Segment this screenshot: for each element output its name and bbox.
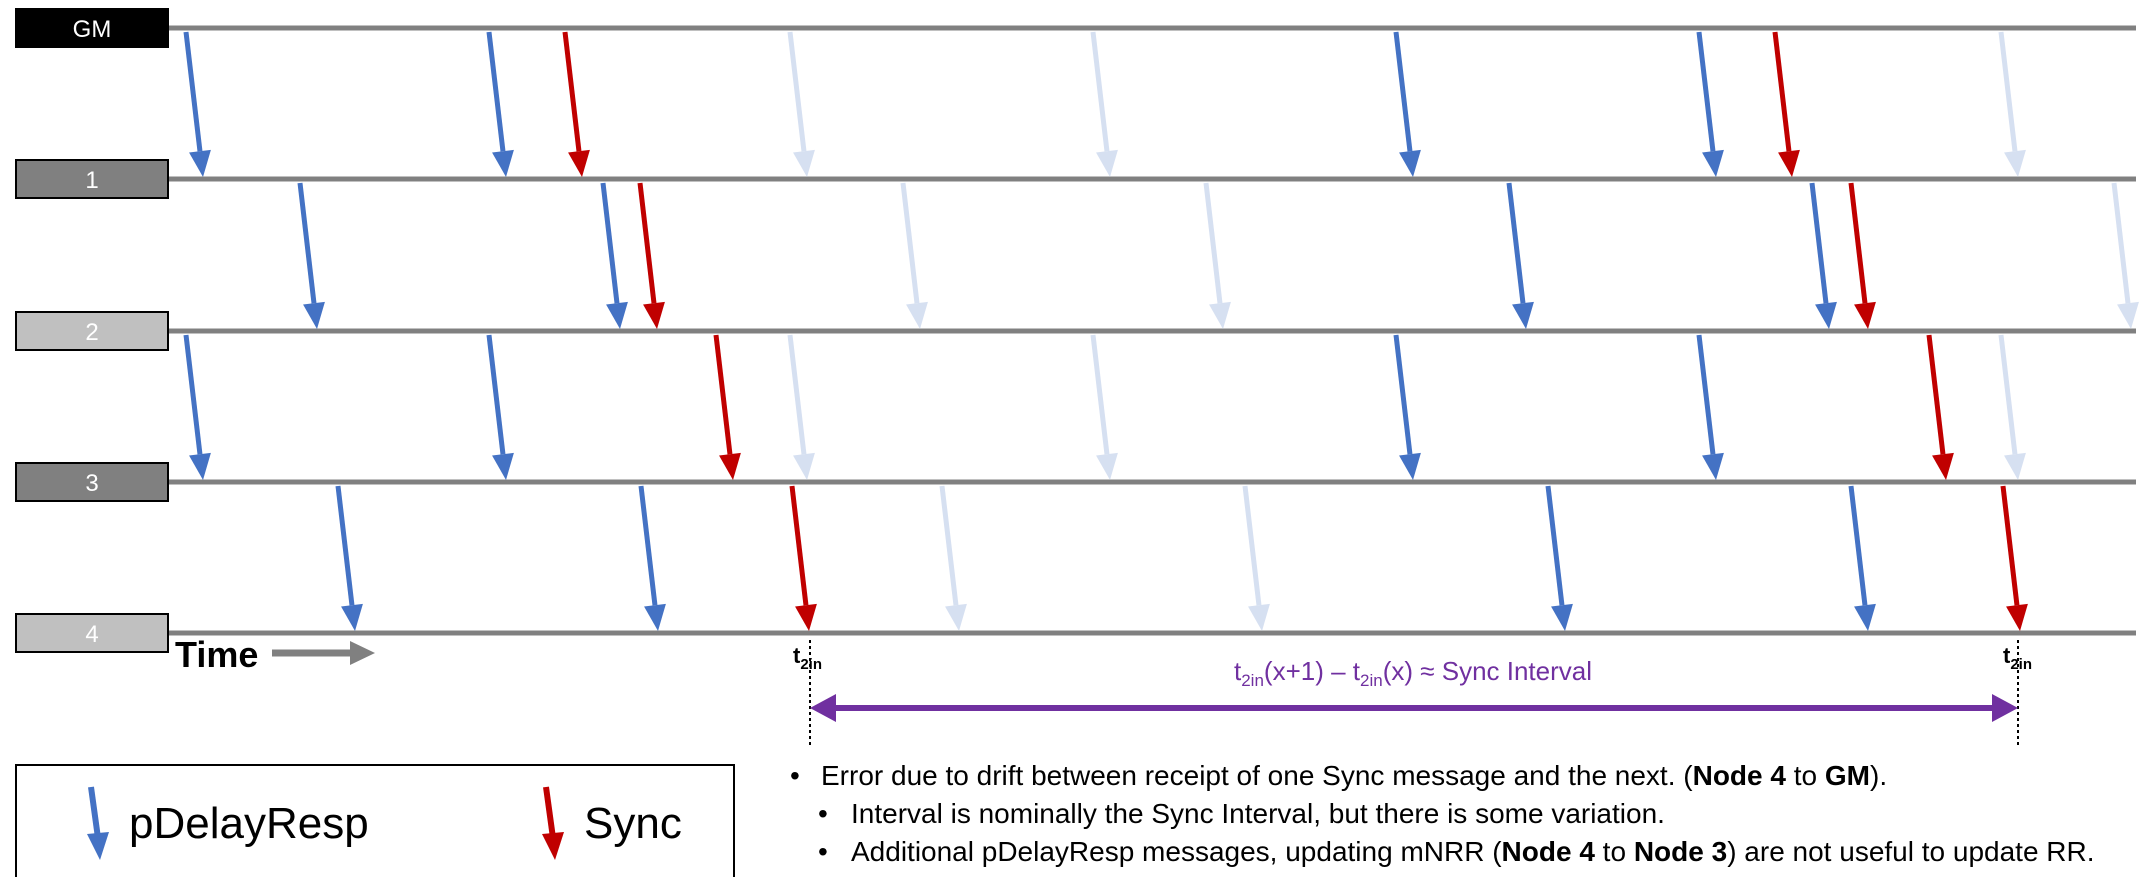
pdelay-faded-arrow	[1998, 334, 2026, 480]
pdelay-arrow	[297, 182, 325, 329]
sync-arrow	[713, 334, 741, 480]
node-label-1: 1	[15, 159, 169, 199]
pdelay-arrow	[486, 334, 514, 480]
pdelay-arrow	[1848, 485, 1876, 631]
time-axis-label: Time	[175, 634, 258, 675]
sync-interval-label: t2in(x+1) – t2in(x) ≈ Sync Interval	[1234, 656, 1592, 690]
note-bullet: •	[818, 798, 828, 829]
pdelay-faded-arrow	[1242, 485, 1270, 631]
svg-text:t2in: t2in	[2003, 643, 2032, 673]
message-arrows	[183, 31, 2139, 631]
note-line-2: Interval is nominally the Sync Interval,…	[851, 798, 1665, 829]
pdelay-faded-arrow	[787, 31, 815, 177]
pdelay-arrow	[1545, 485, 1573, 631]
pdelay-arrow	[1696, 334, 1724, 480]
sync-arrow	[1772, 31, 1800, 177]
pdelay-arrow	[1506, 182, 1534, 329]
legend-pdelay-label: pDelayResp	[129, 799, 369, 848]
timelines: GM 1 2 3 4	[15, 8, 2136, 653]
sync-arrow	[1926, 334, 1954, 480]
note-line-1: Error due to drift between receipt of on…	[821, 760, 1887, 791]
note-line-3: Additional pDelayResp messages, updating…	[851, 836, 2095, 867]
notes: • Error due to drift between receipt of o…	[790, 760, 2095, 867]
node-label-4: 4	[15, 613, 169, 653]
pdelay-arrow	[600, 182, 628, 329]
svg-text:2: 2	[85, 319, 98, 346]
pdelay-legend-icon	[87, 786, 109, 860]
pdelay-faded-arrow	[1998, 31, 2026, 177]
pdelay-arrow	[638, 485, 666, 631]
sync-arrow	[789, 485, 817, 631]
legend: pDelayResp Sync	[15, 764, 735, 877]
time-arrow-icon	[272, 641, 375, 665]
pdelay-faded-arrow	[1203, 182, 1231, 329]
sync-arrow	[562, 31, 590, 177]
sync-legend-icon	[542, 786, 564, 860]
t2in-marker-right: t2in	[2003, 640, 2032, 748]
node-label-gm: GM	[15, 8, 169, 48]
pdelay-faded-arrow	[787, 334, 815, 480]
pdelay-faded-arrow	[1090, 334, 1118, 480]
pdelay-arrow	[1809, 182, 1837, 329]
pdelay-faded-arrow	[1090, 31, 1118, 177]
node-label-3: 3	[15, 462, 169, 502]
svg-text:1: 1	[85, 167, 98, 194]
pdelay-arrow	[1696, 31, 1724, 177]
t2in-marker-left: t2in	[793, 640, 822, 748]
legend-sync-label: Sync	[584, 799, 682, 848]
note-bullet: •	[790, 760, 800, 791]
svg-text:t2in: t2in	[793, 643, 822, 673]
svg-text:4: 4	[85, 621, 98, 648]
pdelay-arrow	[335, 485, 363, 631]
svg-text:3: 3	[85, 470, 98, 497]
sync-arrow	[637, 182, 665, 329]
pdelay-arrow	[183, 31, 211, 177]
pdelay-faded-arrow	[900, 182, 928, 329]
pdelay-arrow	[183, 334, 211, 480]
node-label-2: 2	[15, 311, 169, 351]
pdelay-faded-arrow	[939, 485, 967, 631]
sync-arrow	[1848, 182, 1876, 329]
svg-text:GM: GM	[73, 16, 112, 43]
pdelay-arrow	[486, 31, 514, 177]
sync-interval-arrow	[810, 694, 2018, 722]
pdelay-faded-arrow	[2111, 182, 2139, 329]
note-bullet: •	[818, 836, 828, 867]
pdelay-arrow	[1393, 31, 1421, 177]
pdelay-arrow	[1393, 334, 1421, 480]
sync-arrow	[2000, 485, 2028, 631]
